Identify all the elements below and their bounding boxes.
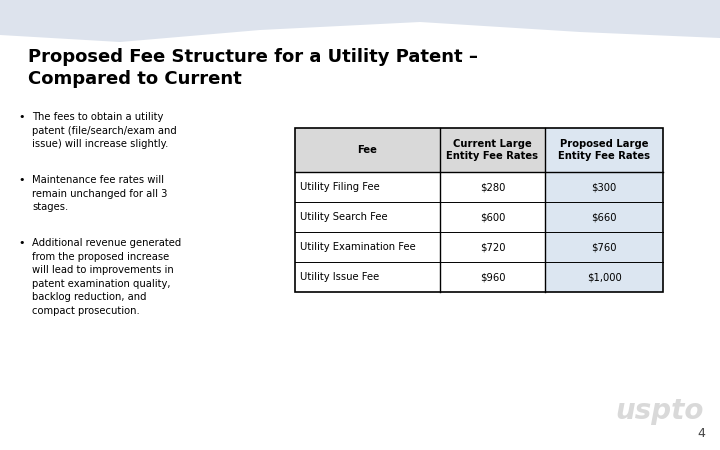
Bar: [295, 128, 663, 292]
Text: Fee: Fee: [358, 145, 377, 155]
Polygon shape: [0, 0, 720, 42]
Text: Maintenance fee rates will
remain unchanged for all 3
stages.: Maintenance fee rates will remain unchan…: [32, 175, 167, 212]
Text: $600: $600: [480, 212, 505, 222]
Bar: [545, 128, 663, 172]
Text: $300: $300: [591, 182, 616, 192]
Bar: [295, 128, 545, 172]
Text: $1,000: $1,000: [587, 272, 621, 282]
Text: Utility Examination Fee: Utility Examination Fee: [300, 242, 415, 252]
Text: 4: 4: [697, 427, 705, 440]
Bar: [545, 232, 663, 262]
Text: Compared to Current: Compared to Current: [28, 70, 242, 88]
Bar: [295, 172, 663, 202]
Text: $960: $960: [480, 272, 505, 282]
Bar: [295, 202, 663, 232]
Text: $760: $760: [591, 242, 617, 252]
Text: $280: $280: [480, 182, 505, 192]
Text: $720: $720: [480, 242, 505, 252]
Bar: [545, 172, 663, 202]
Text: Additional revenue generated
from the proposed increase
will lead to improvement: Additional revenue generated from the pr…: [32, 238, 181, 316]
Text: •: •: [18, 112, 24, 122]
Text: The fees to obtain a utility
patent (file/search/exam and
issue) will increase s: The fees to obtain a utility patent (fil…: [32, 112, 176, 149]
Text: •: •: [18, 175, 24, 185]
Bar: [545, 262, 663, 292]
Text: Utility Filing Fee: Utility Filing Fee: [300, 182, 379, 192]
Bar: [295, 232, 663, 262]
Text: Proposed Large
Entity Fee Rates: Proposed Large Entity Fee Rates: [558, 139, 650, 161]
Text: $660: $660: [591, 212, 617, 222]
Bar: [295, 262, 663, 292]
Text: •: •: [18, 238, 24, 248]
Text: Utility Issue Fee: Utility Issue Fee: [300, 272, 379, 282]
Text: Utility Search Fee: Utility Search Fee: [300, 212, 387, 222]
Text: Proposed Fee Structure for a Utility Patent –: Proposed Fee Structure for a Utility Pat…: [28, 48, 478, 66]
Bar: [545, 202, 663, 232]
Text: uspto: uspto: [616, 397, 704, 425]
Text: Current Large
Entity Fee Rates: Current Large Entity Fee Rates: [446, 139, 539, 161]
